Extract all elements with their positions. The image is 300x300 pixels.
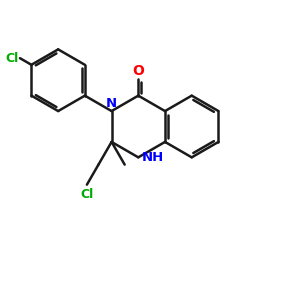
Text: N: N — [106, 98, 117, 110]
Text: NH: NH — [142, 151, 164, 164]
Text: Cl: Cl — [5, 52, 19, 65]
Text: O: O — [132, 64, 144, 78]
Text: Cl: Cl — [80, 188, 94, 201]
